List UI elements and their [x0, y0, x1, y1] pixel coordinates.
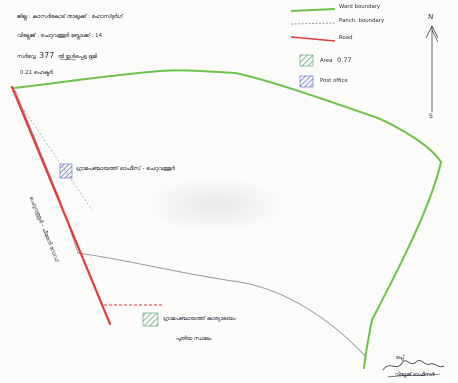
- survey-number-underline: [59, 58, 77, 61]
- road-line: [10, 85, 112, 326]
- legend-area-value: 0.77: [337, 56, 352, 64]
- signature-line-2: വില്ലേജ് ഓഫീസർ: [395, 373, 435, 378]
- legend-ward-boundary-swatch: [290, 8, 336, 12]
- survey-number: 377: [39, 51, 55, 60]
- legend-ward-boundary-label: Ward boundary: [339, 4, 381, 10]
- parcel-b-sublabel: പുതിയ സ്ഥലം: [176, 336, 212, 342]
- parcel-a-label: ഗ്രാമപഞ്ചായത്ത് ഓഫീസ് - ചെറുവത്തൂർ: [76, 166, 175, 172]
- legend-road-label: Road: [339, 35, 353, 41]
- parcel-b-hatch: [142, 312, 159, 327]
- header-survey-prefix: സർവ്വേ: [17, 54, 36, 60]
- panchayat-boundary-line-inner: [23, 109, 93, 211]
- panchayat-boundary-line: [76, 252, 367, 358]
- parcel-a-hatch: [59, 163, 73, 179]
- legend-post-office-hatch-swatch: [299, 75, 314, 88]
- legend-area-label: Area 0.77: [320, 57, 352, 65]
- header-village-block: വില്ലേജ് : ചെറുവത്തൂർ ബ്ലോക്ക് : 14: [17, 33, 103, 39]
- ward-boundary-line: [13, 69, 443, 369]
- north-arrow-icon: [425, 25, 439, 112]
- header-survey-suffix: ൽ ഉൾപ്പെട്ട ഭൂമി: [58, 54, 97, 60]
- signature-underline: [387, 373, 441, 378]
- legend-road-swatch: [290, 36, 336, 42]
- north-label: N: [428, 13, 434, 21]
- south-label: S: [429, 113, 433, 120]
- legend-panchayat-boundary-label: Panch. boundary: [339, 18, 385, 24]
- signature-scribble: [382, 360, 445, 371]
- legend-area-hatch-swatch: [299, 54, 314, 67]
- header-area: 0.21 ഹെക്ടർ: [20, 70, 53, 76]
- panchayat-boundary-line-west: [14, 89, 79, 254]
- legend-panchayat-boundary-swatch: [290, 22, 336, 25]
- legend-area-text: Area: [320, 58, 333, 64]
- erased-smudge: [145, 177, 285, 233]
- legend-post-office-label: Post office: [320, 78, 348, 84]
- header-survey-line: സർവ്വേ 377 ൽ ഉൾപ്പെട്ട ഭൂമി: [17, 52, 97, 61]
- header-district-taluk: ജില്ല : കാസർകോട് താലൂക്ക് : ഹോസ്ദുർഗ്: [17, 14, 123, 20]
- signature-line-1: ഒപ്പ്: [396, 356, 404, 361]
- parcel-b-label: ഗ്രാമപഞ്ചായത്ത് കാര്യാലയം: [163, 316, 236, 322]
